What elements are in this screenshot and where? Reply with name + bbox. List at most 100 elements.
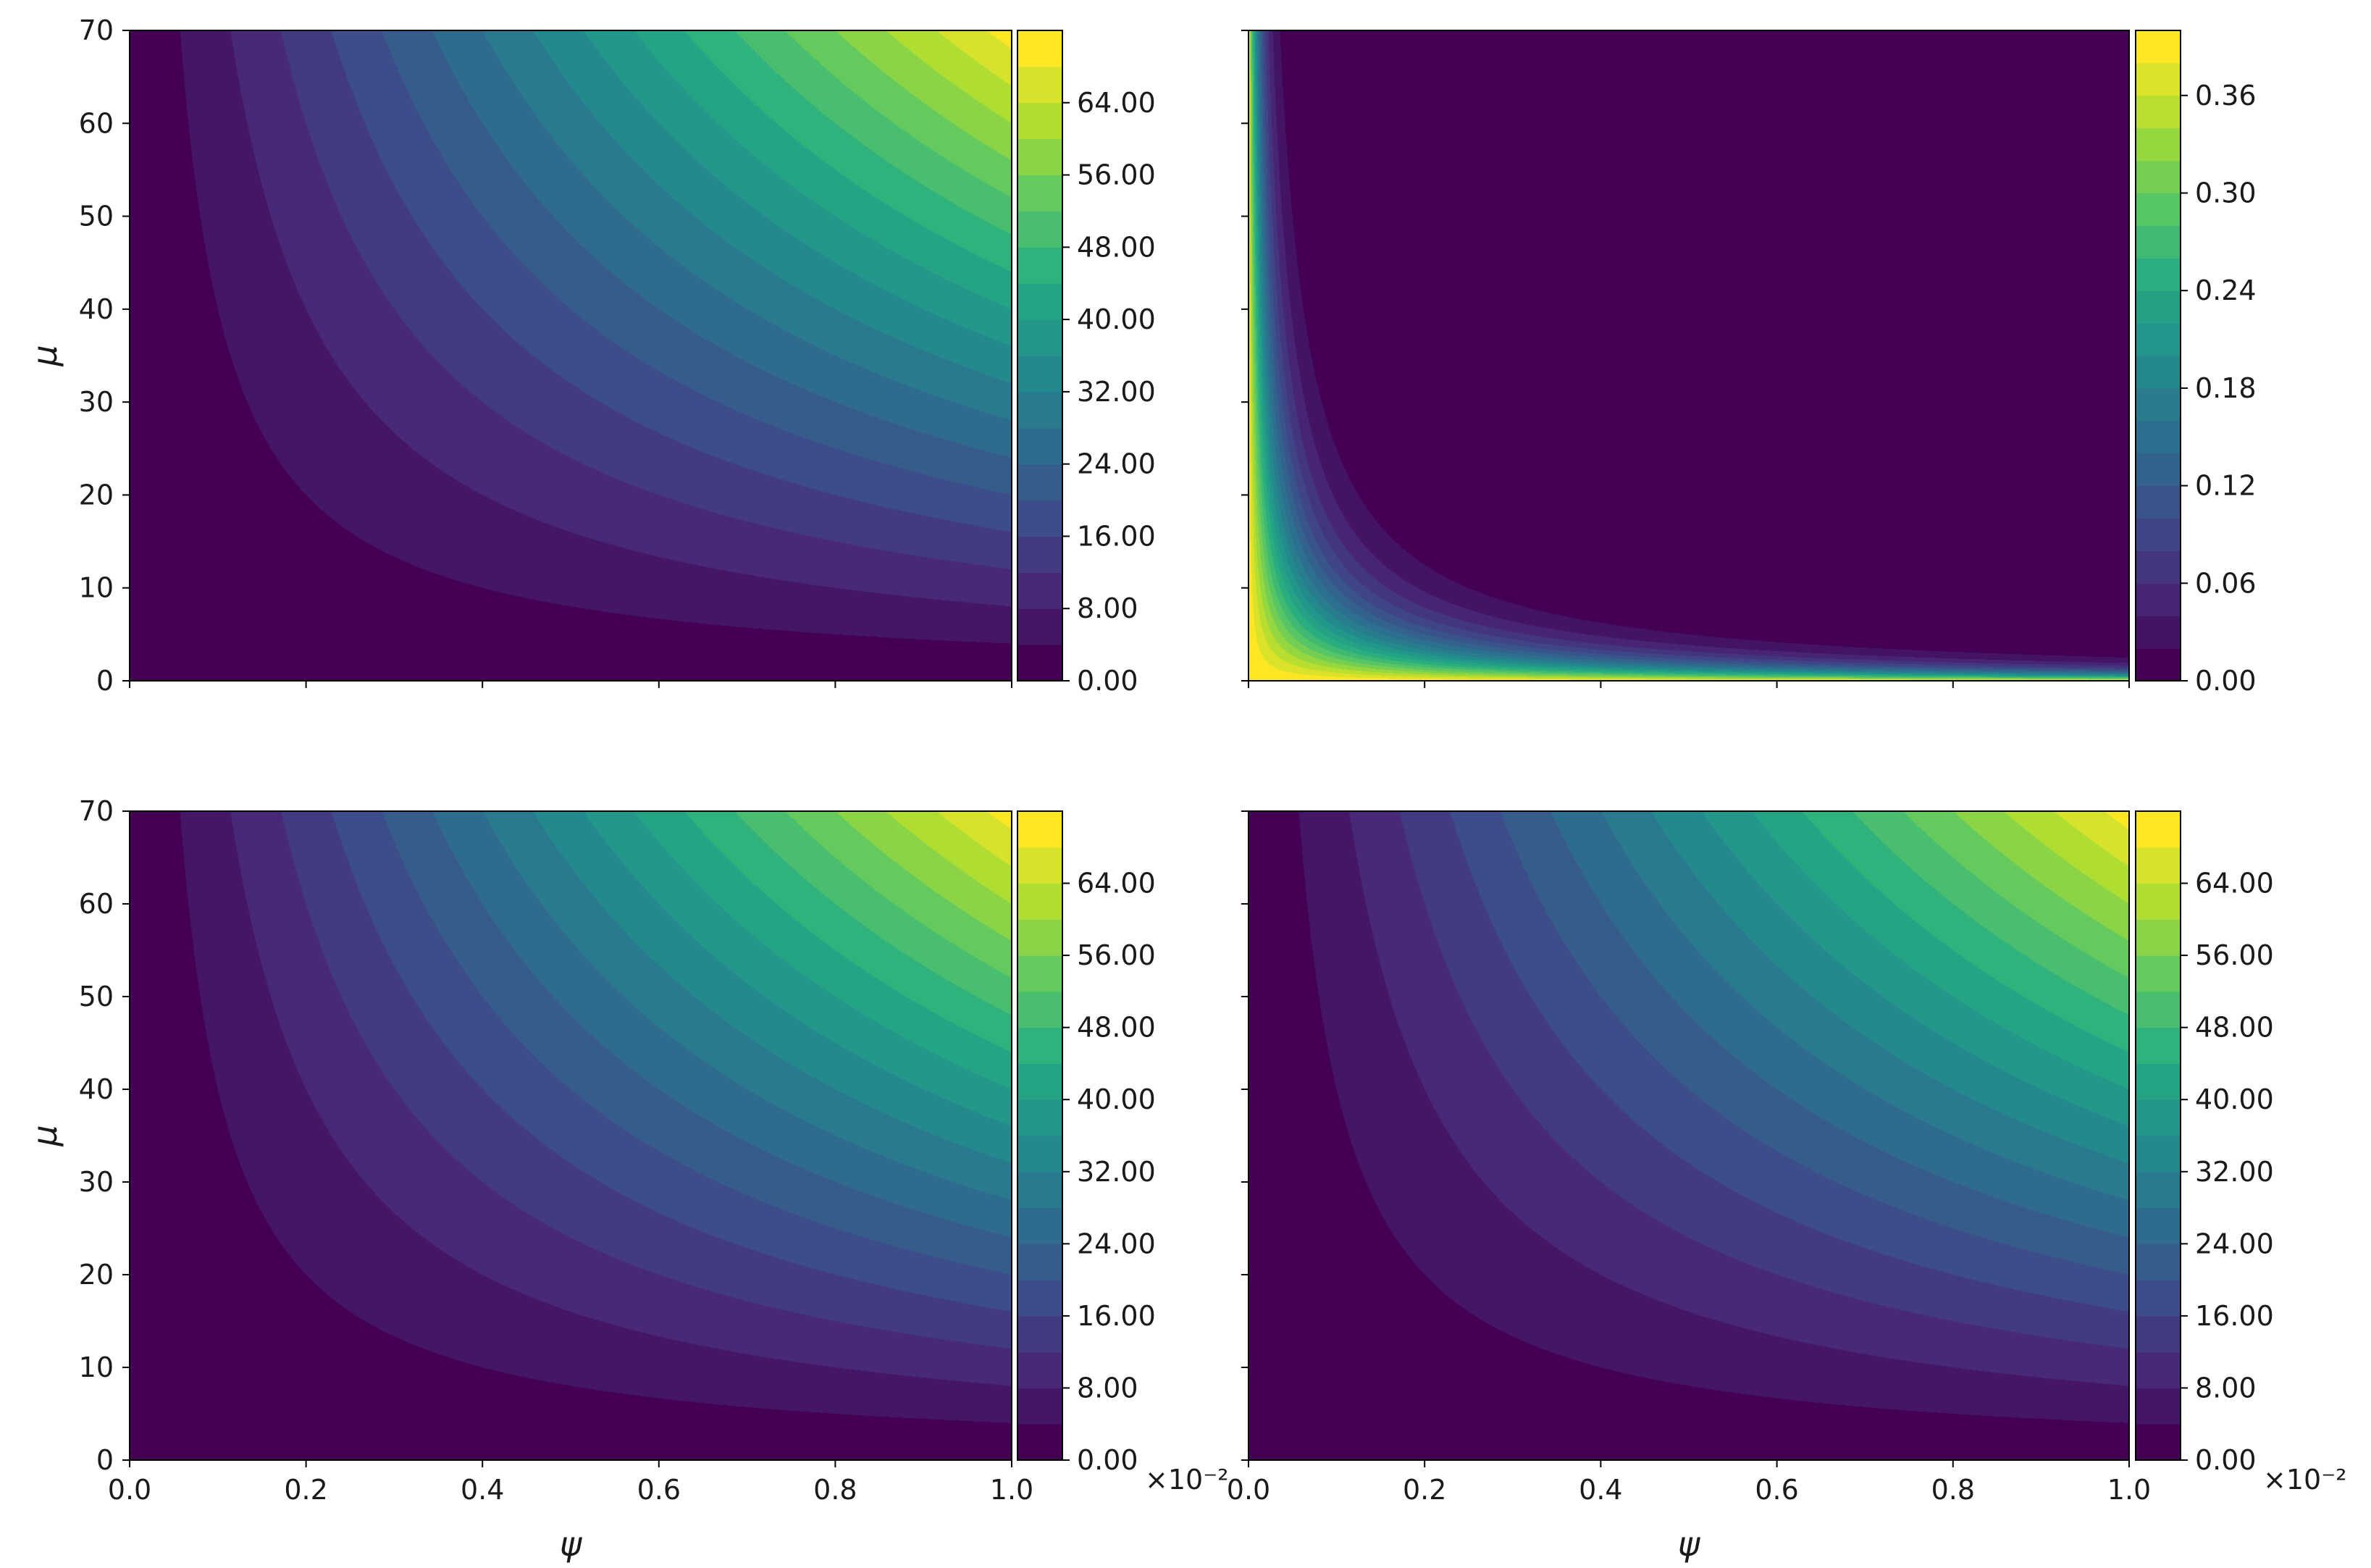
colorbar-band	[2136, 883, 2181, 920]
colorbar-band	[2136, 225, 2181, 259]
colorbar-tick-label: 16.00	[1077, 1300, 1156, 1332]
contour-panel-bottom-left: 0.0 0.2 0.4 0.6 0.8 1.0 0 10 20 30 40 50 60 70 ψ μ 0.00 8…	[25, 795, 1228, 1564]
colorbar-band	[1017, 138, 1062, 176]
colorbar-band	[1017, 847, 1062, 884]
colorbar-band	[2136, 847, 2181, 884]
colorbar-band	[2136, 356, 2181, 389]
colorbar-band	[1017, 536, 1062, 573]
axes-frame	[129, 810, 1012, 1461]
x-tick-label: 1.0	[2107, 1474, 2151, 1506]
x-tick-label: 0.2	[284, 1474, 327, 1506]
colorbar-band	[1017, 30, 1062, 67]
colorbar-tick-label: 24.00	[2195, 1228, 2274, 1259]
colorbar-band	[2136, 583, 2181, 616]
colorbar-band	[2136, 258, 2181, 291]
colorbar-tick-label: 56.00	[1077, 939, 1156, 971]
colorbar-band	[1017, 883, 1062, 920]
contour-panel-bottom-right: 0.0 0.2 0.4 0.6 0.8 1.0 ψ 0.00 8.00 16.00 24.00 32.…	[1227, 810, 2346, 1564]
colorbar-band	[1017, 66, 1062, 104]
x-tick-label: 0.2	[1403, 1474, 1446, 1506]
colorbar-band	[2136, 1351, 2181, 1389]
colorbar-band	[1017, 1027, 1062, 1065]
colorbar-tick-label: 32.00	[1077, 1156, 1156, 1188]
colorbar-tick-label: 0.18	[2195, 372, 2257, 404]
colorbar-bottom-left: 0.00 8.00 16.00 24.00 32.00 40.00 48.00 56.00 64…	[1017, 810, 1228, 1496]
y-axis-label: μ	[25, 345, 64, 366]
y-tick-label: 70	[79, 14, 114, 46]
colorbar-tick-label: 48.00	[1077, 231, 1156, 263]
colorbar-band	[1017, 1099, 1062, 1136]
colorbar-band	[2136, 919, 2181, 956]
colorbar-tick-label: 32.00	[2195, 1156, 2274, 1188]
colorbar-band	[1017, 500, 1062, 537]
colorbar-tick-label: 40.00	[2195, 1083, 2274, 1115]
colorbar-bottom-right: 0.00 8.00 16.00 24.00 32.00 40.00 48.00 56.00 64…	[2135, 810, 2346, 1496]
colorbar-band	[1017, 211, 1062, 248]
y-tick-label: 0	[96, 1444, 114, 1476]
colorbar-band	[2136, 95, 2181, 129]
colorbar-frame	[2135, 30, 2181, 682]
y-tick-label: 20	[79, 1259, 114, 1291]
colorbar-tick-label: 40.00	[1077, 1083, 1156, 1115]
x-tick-label: 0.6	[637, 1474, 681, 1506]
y-tick-label: 50	[79, 981, 114, 1013]
y-tick-label: 20	[79, 479, 114, 511]
contour-panel-top-left: 0 10 20 30 40 50 60 70 μ 0.00 8.00 16.00 24.00 32.00 4…	[25, 14, 1156, 697]
colorbar-band	[1017, 572, 1062, 609]
colorbar-tick-label: 0.00	[2195, 665, 2257, 697]
colorbar-band	[2136, 550, 2181, 584]
colorbar-band	[2136, 485, 2181, 519]
colorbar-tick-label: 64.00	[1077, 87, 1156, 119]
colorbar-band	[1017, 608, 1062, 645]
colorbar-band	[1017, 247, 1062, 284]
colorbar-tick-label: 16.00	[2195, 1300, 2274, 1332]
colorbar-band	[1017, 1351, 1062, 1389]
colorbar-band	[1017, 464, 1062, 501]
y-tick-label: 30	[79, 1166, 114, 1198]
colorbar-tick-label: 56.00	[2195, 939, 2274, 971]
x-tick-label: 0.0	[1227, 1474, 1270, 1506]
colorbar-band	[2136, 1424, 2181, 1461]
x-tick-label: 0.4	[1579, 1474, 1622, 1506]
colorbar-tick-label: 56.00	[1077, 159, 1156, 191]
axes-frame	[129, 30, 1012, 682]
colorbar-band	[2136, 453, 2181, 487]
colorbar-band	[2136, 323, 2181, 356]
colorbar-frame	[1017, 30, 1063, 682]
x-tick-label: 0.6	[1755, 1474, 1798, 1506]
colorbar-band	[1017, 1280, 1062, 1317]
colorbar-tick-label: 0.36	[2195, 80, 2257, 112]
x-tick-label: 0.8	[813, 1474, 857, 1506]
colorbar-band	[2136, 1063, 2181, 1100]
x-axis-label: ψ	[1678, 1525, 1701, 1564]
colorbar-band	[2136, 1280, 2181, 1317]
colorbar-tick-label: 0.00	[1077, 1444, 1138, 1476]
colorbar-tick-label: 0.06	[2195, 567, 2257, 599]
colorbar-band	[1017, 1171, 1062, 1209]
colorbar-band	[1017, 356, 1062, 393]
y-tick-label: 40	[79, 293, 114, 325]
colorbar-band	[2136, 30, 2181, 64]
colorbar-offset-text: ×10⁻²	[2263, 1464, 2346, 1496]
colorbar-band	[1017, 1244, 1062, 1280]
colorbar-band	[2136, 648, 2181, 682]
x-tick-label: 0.0	[108, 1474, 151, 1506]
colorbar-band	[2136, 290, 2181, 324]
colorbar-band	[2136, 420, 2181, 454]
colorbar-tick-label: 8.00	[1077, 1372, 1138, 1404]
x-axis-label: ψ	[560, 1525, 583, 1564]
contour-fill-top-right	[1249, 30, 2129, 681]
colorbar-tick-label: 64.00	[1077, 868, 1156, 900]
colorbar-frame	[2135, 810, 2181, 1461]
colorbar-band	[2136, 160, 2181, 194]
colorbar-band	[1017, 919, 1062, 956]
x-tick-label: 0.8	[1931, 1474, 1975, 1506]
x-tick-label: 1.0	[990, 1474, 1033, 1506]
y-tick-label: 30	[79, 386, 114, 418]
y-tick-label: 0	[96, 665, 114, 697]
x-tick-label: 0.4	[461, 1474, 504, 1506]
colorbar-tick-label: 24.00	[1077, 448, 1156, 480]
y-tick-label: 10	[79, 572, 114, 604]
colorbar-tick-label: 0.12	[2195, 470, 2257, 502]
